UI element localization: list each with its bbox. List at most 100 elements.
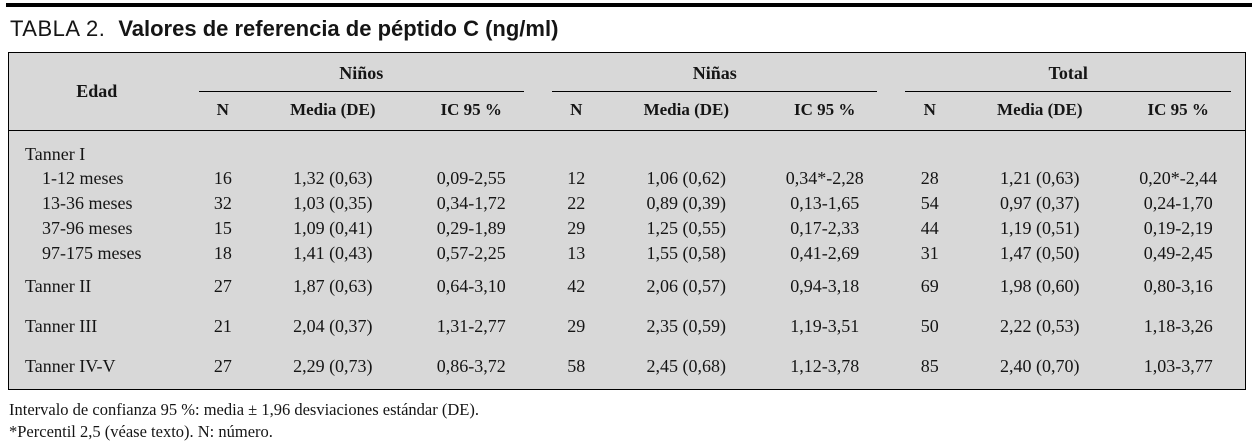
table-cell: 18 xyxy=(213,243,232,263)
table-cell: 15 xyxy=(213,218,232,238)
table-cell: 1,19 (0,51) xyxy=(1000,218,1080,238)
col-header-ic-ninas: IC 95 % xyxy=(794,100,856,119)
table-cell xyxy=(968,131,1111,167)
reference-table-container: Edad Niños Niñas Total N Media (DE) IC 9… xyxy=(8,52,1246,390)
table-cell: 13 xyxy=(567,243,586,263)
table-cell: 0,49-2,45 xyxy=(1143,243,1213,263)
table-cell: 54 xyxy=(920,193,939,213)
table-cell: 2,35 (0,59) xyxy=(646,316,727,336)
table-cell: 1,47 (0,50) xyxy=(1000,243,1080,263)
table-cell: 1-12 meses xyxy=(42,168,124,188)
group-header-ninos-label: Niños xyxy=(198,53,524,92)
table-cell: 85 xyxy=(920,356,939,376)
table-cell: Tanner I xyxy=(25,144,86,164)
table-cell xyxy=(261,131,404,167)
table-body: Tanner I 1-12 meses 16 1,32 (0,63) 0,09-… xyxy=(9,131,1245,390)
table-cell: 97-175 meses xyxy=(42,243,142,263)
table-cell: 0,64-3,10 xyxy=(436,276,506,296)
table-cell: 0,89 (0,39) xyxy=(646,193,727,213)
table-cell: 1,03 (0,35) xyxy=(293,193,373,213)
table-cell: 0,34-1,72 xyxy=(436,193,506,213)
table-cell: 31 xyxy=(920,243,939,263)
table-cell: 22 xyxy=(567,193,586,213)
table-cell: 0,20*-2,44 xyxy=(1139,168,1218,188)
table-cell: 0,19-2,19 xyxy=(1143,218,1213,238)
table-cell: 1,41 (0,43) xyxy=(293,243,373,263)
table-cell xyxy=(405,131,538,167)
table-cell: 0,17-2,33 xyxy=(790,218,860,238)
table-cell: 32 xyxy=(213,193,232,213)
table-cell: 50 xyxy=(920,316,939,336)
table-cell: 21 xyxy=(213,316,232,336)
group-header-row: Edad Niños Niñas Total xyxy=(9,53,1245,101)
table-row: 13-36 meses 32 1,03 (0,35) 0,34-1,72 22 … xyxy=(9,191,1245,216)
table-cell: 0,41-2,69 xyxy=(790,243,860,263)
table-cell: 16 xyxy=(213,168,232,188)
table-cell xyxy=(1111,131,1245,167)
table-cell: 27 xyxy=(213,356,232,376)
table-cell: 1,19-3,51 xyxy=(790,316,860,336)
table-cell: 1,06 (0,62) xyxy=(646,168,727,188)
table-cell: 2,29 (0,73) xyxy=(293,356,373,376)
table-row: 97-175 meses 18 1,41 (0,43) 0,57-2,25 13… xyxy=(9,241,1245,266)
sub-header-row: N Media (DE) IC 95 % N Media (DE) IC 95 … xyxy=(9,92,1245,131)
table-row: 1-12 meses 16 1,32 (0,63) 0,09-2,55 12 1… xyxy=(9,166,1245,191)
table-caption: TABLA 2. Valores de referencia de péptido… xyxy=(10,16,1259,42)
table-cell: 1,98 (0,60) xyxy=(1000,276,1080,296)
table-caption-label: TABLA 2. xyxy=(10,16,106,41)
col-header-media-ninos: Media (DE) xyxy=(290,100,376,119)
col-header-n-ninos: N xyxy=(216,100,229,119)
table-cell: 0,80-3,16 xyxy=(1143,276,1213,296)
top-rule-divider xyxy=(6,3,1252,7)
table-row: Tanner II 27 1,87 (0,63) 0,64-3,10 42 2,… xyxy=(9,266,1245,306)
table-row: Tanner I xyxy=(9,131,1245,167)
table-cell: 1,03-3,77 xyxy=(1143,356,1213,376)
table-cell xyxy=(758,131,891,167)
table-cell xyxy=(891,131,968,167)
table-cell: 0,57-2,25 xyxy=(436,243,506,263)
table-cell: 58 xyxy=(567,356,586,376)
table-cell: 0,24-1,70 xyxy=(1143,193,1213,213)
table-cell: 37-96 meses xyxy=(42,218,133,238)
table-cell: 0,86-3,72 xyxy=(436,356,506,376)
table-cell: 2,40 (0,70) xyxy=(1000,356,1080,376)
table-cell: 28 xyxy=(920,168,939,188)
table-cell: Tanner IV-V xyxy=(25,356,116,376)
table-row: 37-96 meses 15 1,09 (0,41) 0,29-1,89 29 … xyxy=(9,216,1245,241)
table-cell: 0,09-2,55 xyxy=(436,168,506,188)
table-cell: 12 xyxy=(567,168,586,188)
table-cell: 1,87 (0,63) xyxy=(293,276,373,296)
table-footnotes: Intervalo de confianza 95 %: media ± 1,9… xyxy=(9,399,1259,444)
table-cell: 0,34*-2,28 xyxy=(785,168,864,188)
table-cell: 13-36 meses xyxy=(42,193,133,213)
table-cell: 0,13-1,65 xyxy=(790,193,860,213)
col-header-n-total: N xyxy=(923,100,936,119)
table-cell: 29 xyxy=(567,316,586,336)
table-cell xyxy=(538,131,615,167)
footnote-percentile: *Percentil 2,5 (véase texto). N: número. xyxy=(9,422,273,442)
table-row: Tanner III 21 2,04 (0,37) 1,31-2,77 29 2… xyxy=(9,306,1245,346)
col-header-ic-total: IC 95 % xyxy=(1147,100,1209,119)
table-cell: 1,09 (0,41) xyxy=(293,218,373,238)
table-cell: 0,94-3,18 xyxy=(790,276,860,296)
table-cell: 27 xyxy=(213,276,232,296)
table-cell: 1,31-2,77 xyxy=(436,316,506,336)
table-cell xyxy=(185,131,262,167)
table-cell: 0,97 (0,37) xyxy=(1000,193,1080,213)
group-header-ninas: Niñas xyxy=(538,53,891,92)
reference-table: Edad Niños Niñas Total N Media (DE) IC 9… xyxy=(9,53,1245,389)
group-header-ninos: Niños xyxy=(185,53,538,92)
col-header-ic-ninos: IC 95 % xyxy=(440,100,502,119)
table-cell: 0,29-1,89 xyxy=(436,218,506,238)
table-cell: 44 xyxy=(920,218,939,238)
group-header-total-label: Total xyxy=(905,53,1231,92)
table-cell: 1,12-3,78 xyxy=(790,356,860,376)
col-header-media-ninas: Media (DE) xyxy=(643,100,730,119)
table-cell: 69 xyxy=(920,276,939,296)
col-header-media-total: Media (DE) xyxy=(997,100,1083,119)
table-cell: 2,06 (0,57) xyxy=(646,276,727,296)
table-cell: Tanner II xyxy=(25,276,92,296)
table-cell: 1,18-3,26 xyxy=(1143,316,1213,336)
table-cell: 1,55 (0,58) xyxy=(646,243,727,263)
col-header-edad: Edad xyxy=(76,81,118,101)
